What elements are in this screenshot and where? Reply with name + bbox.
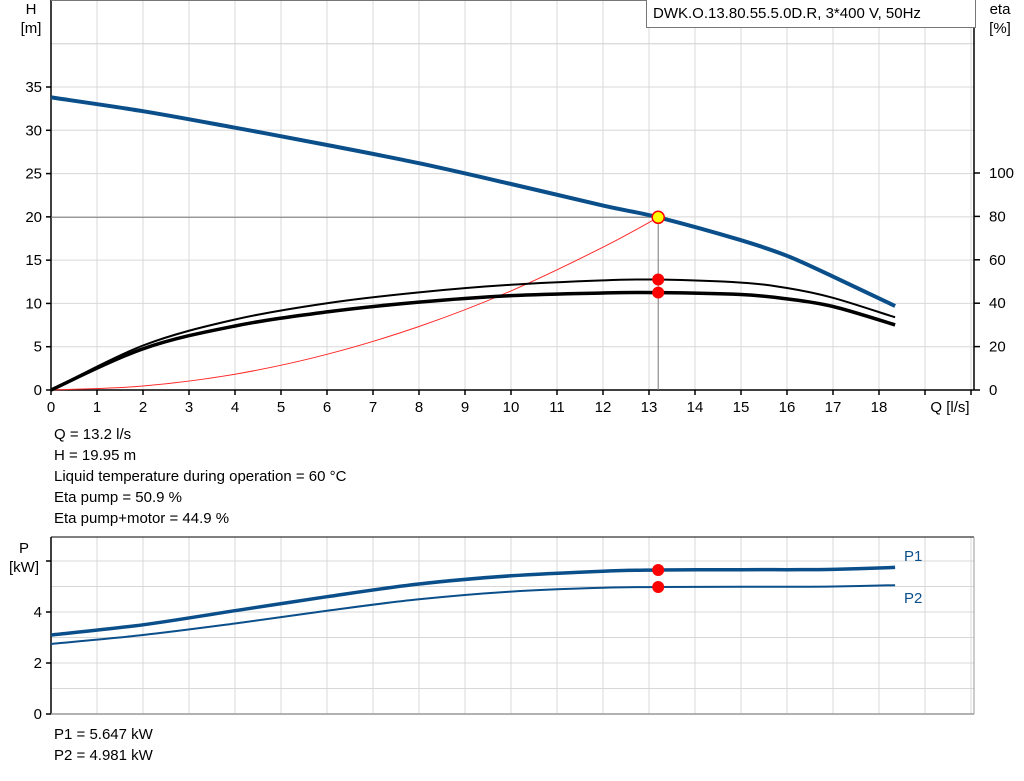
- eta-tick-label: 40: [989, 295, 1006, 312]
- q-tick-label: 11: [549, 399, 565, 416]
- q-tick-label: 2: [139, 399, 147, 416]
- eta-axis-name: eta: [989, 1, 1011, 18]
- h-tick-label: 25: [25, 166, 42, 183]
- q-tick-label: 7: [369, 399, 377, 416]
- eta-tick-label: 100: [989, 165, 1014, 182]
- p1-marker: [652, 564, 665, 577]
- h-axis-label: H [m]: [14, 0, 48, 38]
- q-tick-label: 1: [93, 399, 101, 416]
- q-tick-label: 8: [415, 399, 423, 416]
- p2-marker: [652, 580, 665, 593]
- eta-axis-label: eta [%]: [982, 0, 1018, 38]
- q-tick-label: 6: [323, 399, 331, 416]
- eta-total-curve: [50, 290, 896, 392]
- eta-pump-curve: [50, 278, 896, 391]
- h-tick-label: 30: [25, 122, 42, 139]
- legend-p2: P2: [904, 590, 923, 607]
- eta-tick-label: 60: [989, 252, 1006, 269]
- p-axis-name: P: [18, 540, 29, 557]
- p1-value: P1 = 5.647 kW: [54, 726, 153, 743]
- h-axis-name: H: [25, 1, 37, 18]
- q-tick-label: 10: [503, 399, 520, 416]
- p-axis-unit: [kW]: [9, 559, 39, 576]
- h-tick-label: 15: [25, 252, 42, 269]
- q-tick-label: 9: [461, 399, 469, 416]
- eta-pump-value: Eta pump = 50.9 %: [54, 489, 182, 506]
- p-tick-label: 0: [34, 706, 42, 723]
- q-tick-label: 14: [687, 399, 704, 416]
- liquid-temperature: Liquid temperature during operation = 60…: [54, 468, 347, 485]
- q-tick-label: 4: [231, 399, 239, 416]
- q-tick-label: 15: [733, 399, 750, 416]
- eta-tick-label: 80: [989, 208, 1006, 225]
- q-tick-label: 13: [641, 399, 658, 416]
- h-tick-label: 35: [25, 79, 42, 96]
- eta-tick-label: 0: [989, 382, 997, 399]
- p2-curve: [50, 584, 896, 645]
- h-tick-label: 20: [25, 209, 42, 226]
- q-value: Q = 13.2 l/s: [54, 426, 132, 443]
- h-value: H = 19.95 m: [54, 447, 137, 464]
- h-tick-label: 0: [34, 382, 42, 399]
- q-tick-label: 17: [825, 399, 842, 416]
- head-curve: [50, 95, 896, 308]
- p2-value: P2 = 4.981 kW: [54, 747, 153, 764]
- q-tick-label: 12: [595, 399, 612, 416]
- h-tick-label: 5: [34, 339, 42, 356]
- power-point-info: P1 = 5.647 kW P2 = 4.981 kW: [54, 724, 153, 766]
- eta-total-value: Eta pump+motor = 44.9 %: [54, 510, 230, 527]
- eta-tick-label: 20: [989, 339, 1006, 356]
- operating-point-info: Q = 13.2 l/s H = 19.95 m Liquid temperat…: [54, 424, 346, 529]
- p-tick-label: 2: [34, 655, 42, 672]
- q-tick-label: 16: [779, 399, 796, 416]
- p1-curve: [50, 565, 896, 637]
- eta-axis-unit: [%]: [989, 20, 1011, 37]
- eta-pump-marker: [652, 273, 665, 286]
- p-axis-label: P [kW]: [4, 539, 44, 577]
- legend-p1: P1: [904, 548, 923, 565]
- p-tick-label: 4: [34, 604, 42, 621]
- q-tick-label: 5: [277, 399, 285, 416]
- q-tick-label: 3: [185, 399, 193, 416]
- q-axis-label: Q [l/s]: [930, 399, 970, 416]
- system-curve: [50, 216, 659, 391]
- operating-point-marker: [651, 210, 665, 225]
- pump-title: DWK.O.13.80.55.5.0D.R, 3*400 V, 50Hz: [646, 0, 976, 28]
- q-tick-label: 0: [47, 399, 55, 416]
- eta-total-marker: [652, 286, 665, 299]
- q-tick-label: 18: [871, 399, 888, 416]
- h-axis-unit: [m]: [20, 20, 42, 37]
- h-tick-label: 10: [25, 295, 42, 312]
